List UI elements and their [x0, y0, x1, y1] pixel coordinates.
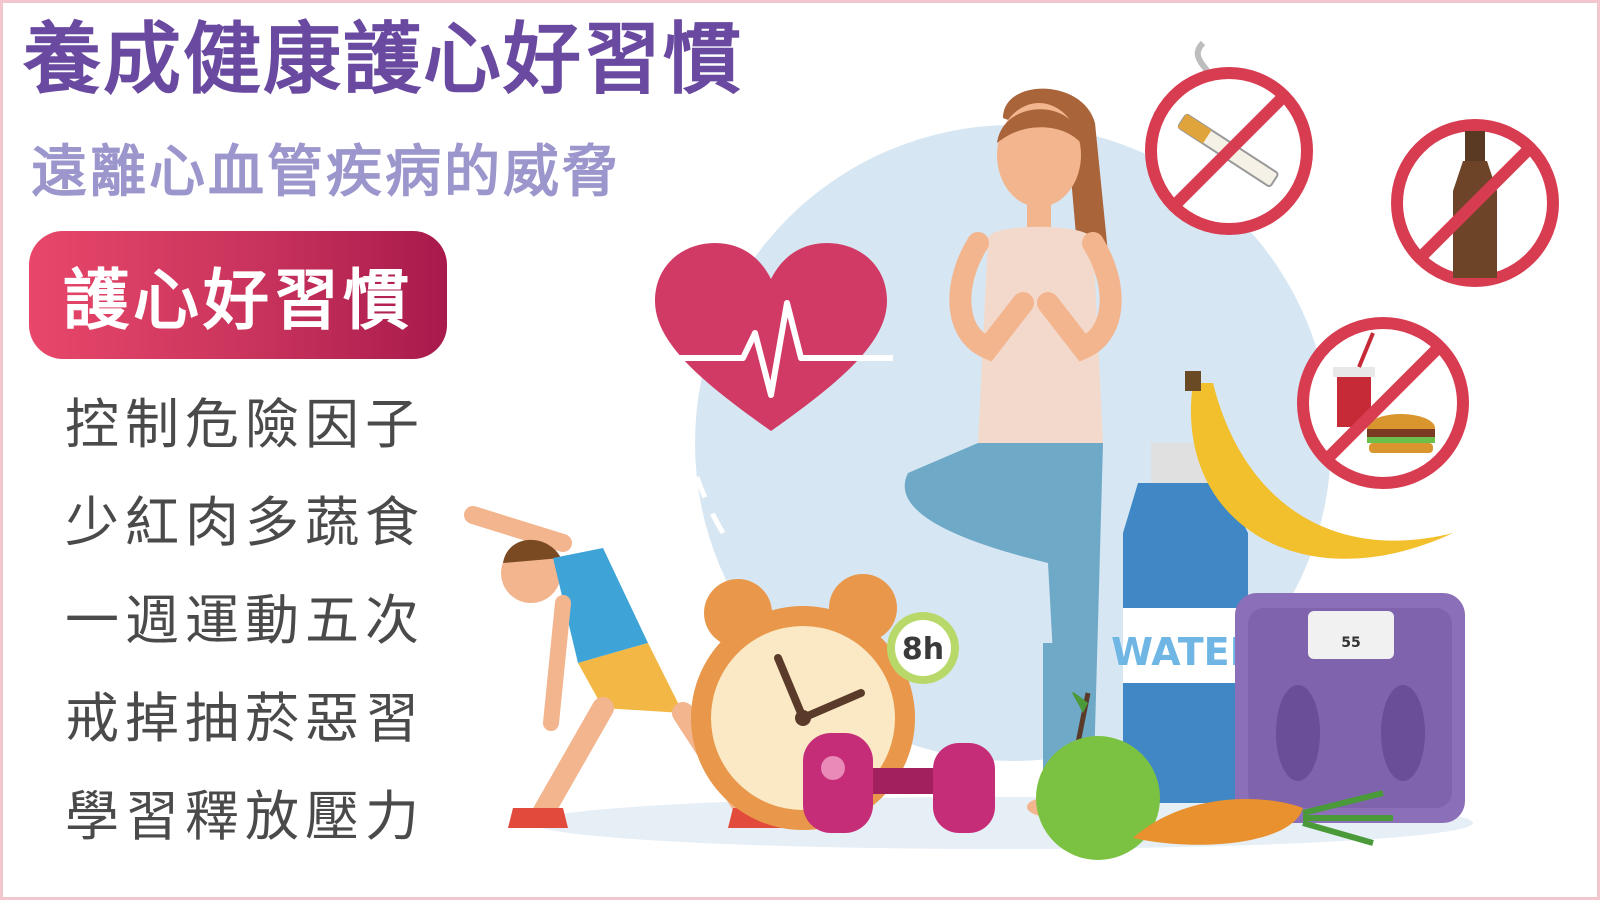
apple-icon: [1036, 692, 1160, 860]
water-bottle-icon: WATER: [1111, 443, 1259, 803]
dashed-ring: [676, 56, 1266, 535]
habits-badge: 護心好習慣: [29, 231, 447, 359]
heartbeat-line-icon: [667, 300, 893, 398]
heart-icon: [655, 243, 893, 431]
no-alcohol-icon: [1391, 119, 1559, 287]
clock-badge-text: 8h: [902, 632, 944, 667]
dumbbell-icon: [803, 733, 995, 833]
no-junk-food-icon: [1297, 317, 1469, 489]
scale-reading-text: 55: [1341, 635, 1360, 651]
no-smoking-icon: [1145, 40, 1313, 235]
page-title: 養成健康護心好習慣: [23, 15, 744, 105]
habit-item: 學習釋放壓力: [65, 785, 425, 848]
page-subtitle: 遠離心血管疾病的威脅: [31, 140, 621, 205]
bottle-label: WATER: [1111, 630, 1259, 674]
habit-item: 少紅肉多蔬食: [65, 491, 425, 554]
habit-item: 戒掉抽菸惡習: [65, 687, 425, 750]
banana-icon: [1185, 371, 1453, 559]
health-illustration: 8h WATER 55: [464, 40, 1559, 860]
carrot-icon: [1133, 790, 1393, 846]
habits-badge-label: 護心好習慣: [63, 262, 413, 339]
habit-item: 一週運動五次: [65, 589, 425, 652]
weight-scale-icon: 55: [1235, 593, 1465, 823]
habit-list: 控制危險因子 少紅肉多蔬食 一週運動五次 戒掉抽菸惡習 學習釋放壓力: [65, 395, 425, 885]
habit-item: 控制危險因子: [65, 393, 425, 456]
